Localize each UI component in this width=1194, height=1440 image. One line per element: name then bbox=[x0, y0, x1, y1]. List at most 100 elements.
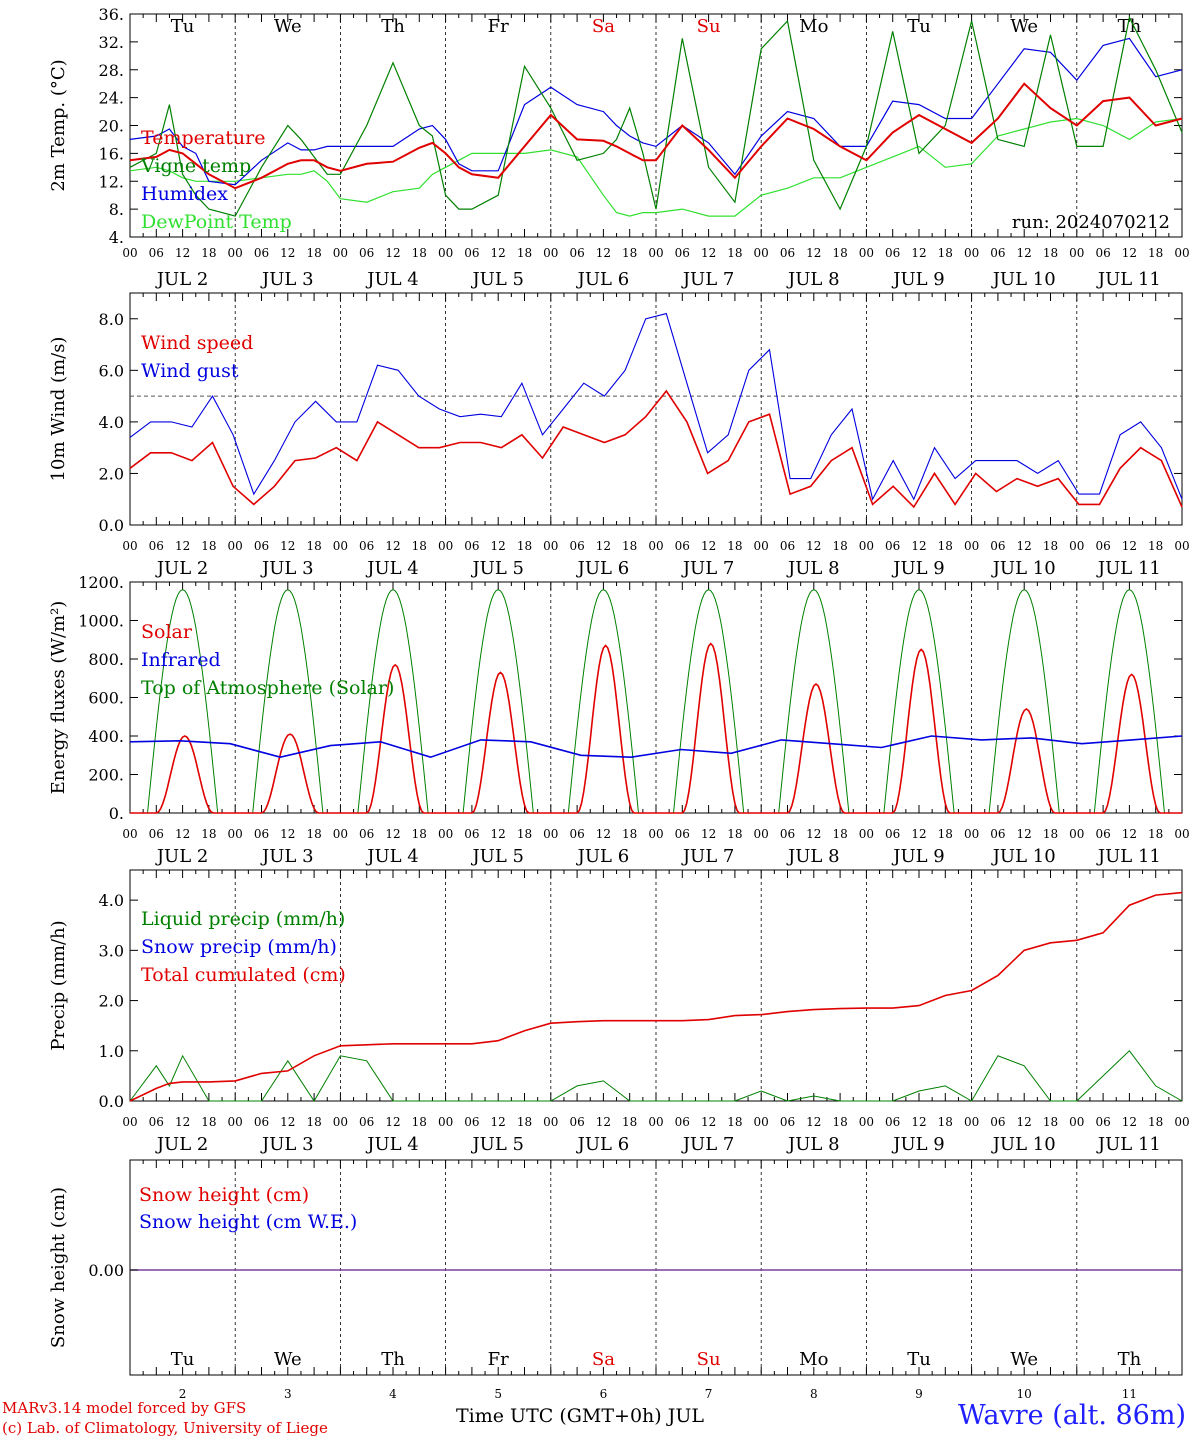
date-label: JUL 7 bbox=[681, 846, 735, 867]
hour-tick-label: 12 bbox=[911, 1115, 926, 1129]
weekday-label: Sa bbox=[592, 1349, 615, 1370]
date-label: JUL 2 bbox=[155, 269, 209, 290]
hour-tick-label: 12 bbox=[596, 1115, 611, 1129]
hour-tick-label: 18 bbox=[622, 827, 637, 841]
hour-tick-label: 12 bbox=[385, 827, 400, 841]
hour-tick-label: 12 bbox=[491, 827, 506, 841]
hour-tick-label: 06 bbox=[464, 246, 479, 260]
weekday-label: Mo bbox=[799, 1349, 828, 1370]
y-axis-title: Energy fluxes (W/m²) bbox=[48, 601, 69, 795]
hour-tick-label: 18 bbox=[622, 539, 637, 553]
legend-entry: Vigne temp bbox=[140, 155, 251, 177]
date-label: JUL 8 bbox=[786, 558, 840, 579]
hour-tick-label: 06 bbox=[359, 827, 374, 841]
hour-tick-label: 00 bbox=[964, 827, 979, 841]
hour-tick-label: 06 bbox=[1095, 246, 1110, 260]
date-label: JUL 8 bbox=[786, 269, 840, 290]
legend-entry: Solar bbox=[141, 621, 193, 643]
run-annotation: run: 2024070212 bbox=[1012, 212, 1170, 233]
date-label: JUL 2 bbox=[155, 846, 209, 867]
hour-tick-label: 06 bbox=[675, 539, 690, 553]
hour-tick-label: 00 bbox=[754, 539, 769, 553]
series-line bbox=[130, 642, 1182, 814]
date-label: JUL 11 bbox=[1096, 558, 1161, 579]
hour-tick-label: 06 bbox=[885, 246, 900, 260]
hour-tick-label: 12 bbox=[280, 539, 295, 553]
hour-tick-label: 12 bbox=[1017, 246, 1032, 260]
hour-tick-label: 00 bbox=[859, 246, 874, 260]
hour-tick-label: 00 bbox=[859, 539, 874, 553]
y-axis-title: Precip (mm/h) bbox=[48, 920, 69, 1050]
date-label: JUL 9 bbox=[891, 269, 945, 290]
hour-tick-label: 12 bbox=[175, 246, 190, 260]
hour-tick-label: 06 bbox=[990, 827, 1005, 841]
date-label: JUL 4 bbox=[365, 846, 419, 867]
hour-tick-label: 06 bbox=[1095, 1115, 1110, 1129]
hour-tick-label: 12 bbox=[385, 246, 400, 260]
hour-tick-label: 00 bbox=[648, 246, 663, 260]
y-tick-label: 12. bbox=[99, 172, 124, 191]
hour-tick-label: 06 bbox=[359, 539, 374, 553]
y-tick-label: 28. bbox=[99, 61, 124, 80]
hour-tick-label: 06 bbox=[149, 539, 164, 553]
series-line bbox=[129, 1050, 1183, 1102]
day-number-label: 9 bbox=[915, 1387, 923, 1401]
hour-tick-label: 00 bbox=[122, 539, 137, 553]
hour-tick-label: 06 bbox=[464, 827, 479, 841]
hour-tick-label: 00 bbox=[333, 827, 348, 841]
date-label: JUL 2 bbox=[155, 558, 209, 579]
hour-tick-label: 00 bbox=[1174, 246, 1189, 260]
hour-tick-label: 12 bbox=[175, 1115, 190, 1129]
date-label: JUL 3 bbox=[260, 558, 314, 579]
hour-tick-label: 00 bbox=[754, 1115, 769, 1129]
hour-tick-label: 06 bbox=[885, 1115, 900, 1129]
hour-tick-label: 00 bbox=[543, 1115, 558, 1129]
hour-tick-label: 06 bbox=[149, 1115, 164, 1129]
weekday-label: Tu bbox=[171, 16, 195, 37]
date-label: JUL 6 bbox=[576, 269, 630, 290]
weekday-label: Th bbox=[1118, 16, 1142, 37]
date-label: JUL 4 bbox=[365, 1134, 419, 1155]
hour-tick-label: 12 bbox=[806, 827, 821, 841]
hour-tick-label: 00 bbox=[333, 539, 348, 553]
y-tick-label: 4. bbox=[109, 228, 124, 247]
hour-tick-label: 12 bbox=[175, 539, 190, 553]
hour-tick-label: 18 bbox=[306, 827, 321, 841]
hour-tick-label: 00 bbox=[1174, 539, 1189, 553]
date-label: JUL 4 bbox=[365, 269, 419, 290]
hour-tick-label: 18 bbox=[201, 246, 216, 260]
y-tick-label: 8. bbox=[109, 200, 124, 219]
hour-tick-label: 18 bbox=[201, 1115, 216, 1129]
hour-tick-label: 06 bbox=[254, 246, 269, 260]
hour-tick-label: 18 bbox=[412, 539, 427, 553]
hour-tick-label: 00 bbox=[1069, 1115, 1084, 1129]
hour-tick-label: 00 bbox=[1174, 827, 1189, 841]
hour-tick-label: 06 bbox=[464, 539, 479, 553]
y-tick-label: 400. bbox=[88, 727, 124, 746]
hour-tick-label: 12 bbox=[1122, 827, 1137, 841]
date-label: JUL 10 bbox=[991, 558, 1056, 579]
weekday-label: We bbox=[1010, 16, 1038, 37]
hour-tick-label: 18 bbox=[517, 827, 532, 841]
date-label: JUL 3 bbox=[260, 1134, 314, 1155]
y-tick-label: 4.0 bbox=[99, 891, 124, 910]
hour-tick-label: 12 bbox=[280, 827, 295, 841]
hour-tick-label: 12 bbox=[701, 246, 716, 260]
hour-tick-label: 06 bbox=[780, 827, 795, 841]
hour-tick-label: 06 bbox=[464, 1115, 479, 1129]
weekday-label: Tu bbox=[907, 1349, 931, 1370]
hour-tick-label: 06 bbox=[149, 827, 164, 841]
y-tick-label: 1000. bbox=[78, 612, 124, 631]
hour-tick-label: 12 bbox=[701, 539, 716, 553]
hour-tick-label: 00 bbox=[1174, 1115, 1189, 1129]
weekday-label: Tu bbox=[907, 16, 931, 37]
weekday-label: Su bbox=[697, 16, 721, 37]
hour-tick-label: 00 bbox=[438, 539, 453, 553]
hour-tick-label: 12 bbox=[491, 1115, 506, 1129]
y-tick-label: 1200. bbox=[78, 573, 124, 592]
date-label: JUL 2 bbox=[155, 1134, 209, 1155]
hour-tick-label: 18 bbox=[306, 539, 321, 553]
hour-tick-label: 00 bbox=[859, 1115, 874, 1129]
hour-tick-label: 18 bbox=[517, 246, 532, 260]
